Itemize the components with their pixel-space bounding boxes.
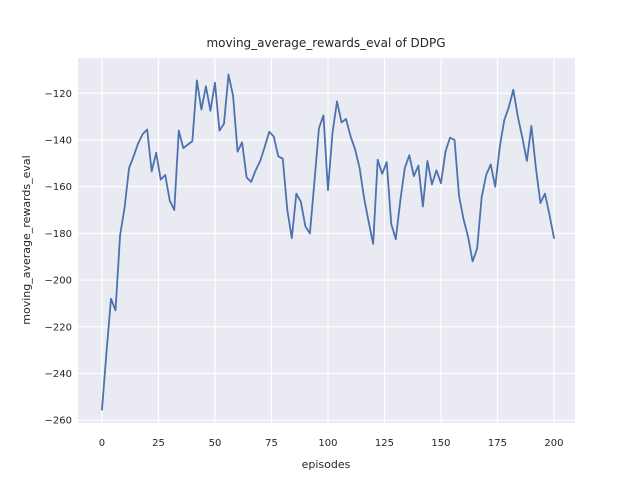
y-tick-label: −240	[45, 369, 72, 380]
y-tick-label: −120	[45, 89, 72, 100]
x-tick-label: 50	[209, 438, 222, 449]
y-tick-label: −200	[45, 276, 72, 287]
x-tick-label: 25	[152, 438, 165, 449]
y-tick-label: −180	[45, 229, 72, 240]
tick-labels: 0 25 50 75 100 125 150 175 200 −260 −240 −220 −200 −1…	[45, 89, 564, 449]
x-tick-label: 0	[99, 438, 105, 449]
series-lines	[101, 73, 555, 411]
x-tick-label: 200	[544, 438, 563, 449]
y-tick-label: −220	[45, 322, 72, 333]
y-tick-label: −160	[45, 182, 72, 193]
x-tick-label: 75	[265, 438, 278, 449]
y-tick-label: −260	[45, 416, 72, 427]
x-tick-label: 175	[488, 438, 507, 449]
reward-line	[101, 73, 555, 411]
plot-area	[78, 58, 575, 423]
x-tick-label: 125	[375, 438, 394, 449]
y-axis-label: moving_average_rewards_eval	[20, 155, 33, 324]
x-tick-label: 100	[318, 438, 337, 449]
x-axis-label: episodes	[302, 458, 351, 471]
gridlines	[78, 58, 575, 423]
x-tick-label: 150	[431, 438, 450, 449]
chart-title: moving_average_rewards_eval of DDPG	[206, 36, 445, 50]
y-tick-label: −140	[45, 135, 72, 146]
